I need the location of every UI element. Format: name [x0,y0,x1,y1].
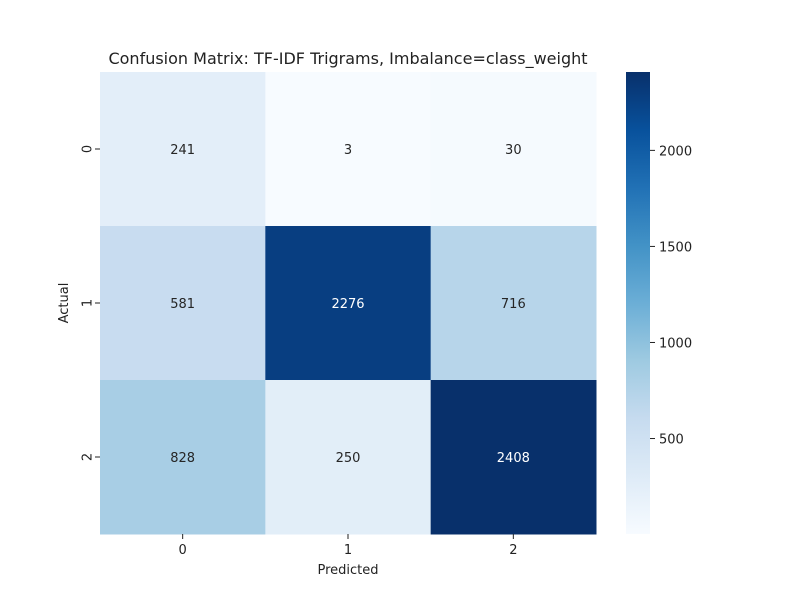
heatmap-cell [430,226,597,381]
y-tick-label: 2 [81,453,96,461]
heatmap-cell [265,380,432,535]
cell-value-label: 2276 [331,297,364,312]
heatmap-cell [100,226,266,381]
cell-value-label: 828 [170,451,195,466]
cell-value-label: 581 [170,297,195,312]
heatmap-cell-labels: 241 3 30 581 2276 716 828 250 2408 [170,143,530,466]
chart-title: Confusion Matrix: TF-IDF Trigrams, Imbal… [108,49,587,69]
colorbar-tick-label: 2000 [659,144,692,159]
heatmap-cell [265,226,432,381]
x-tick-label: 1 [344,543,352,558]
heatmap-cell [430,72,597,227]
colorbar [626,72,650,534]
heatmap-cell [430,380,597,535]
x-tick-label: 2 [509,543,517,558]
colorbar-tick-label: 500 [659,433,684,448]
heatmap-cells [100,72,597,535]
heatmap-cell [100,72,266,227]
heatmap-cell [100,380,266,535]
cell-value-label: 3 [344,143,352,158]
cell-value-label: 716 [501,297,526,312]
cell-value-label: 2408 [497,451,530,466]
cell-value-label: 241 [170,143,195,158]
colorbar-tick-label: 1000 [659,336,692,351]
x-axis: 0 1 2 [179,534,517,558]
colorbar-ticks: 500 1000 1500 2000 [650,144,692,448]
y-tick-label: 1 [81,299,96,307]
cell-value-label: 30 [505,143,522,158]
colorbar-tick-label: 1500 [659,240,692,255]
x-axis-label: Predicted [317,563,378,578]
heatmap-cell [265,72,432,227]
x-tick-label: 0 [179,543,187,558]
y-axis-label: Actual [57,283,72,324]
y-axis: 0 1 2 [81,145,100,461]
y-tick-label: 0 [81,145,96,153]
cell-value-label: 250 [336,451,361,466]
